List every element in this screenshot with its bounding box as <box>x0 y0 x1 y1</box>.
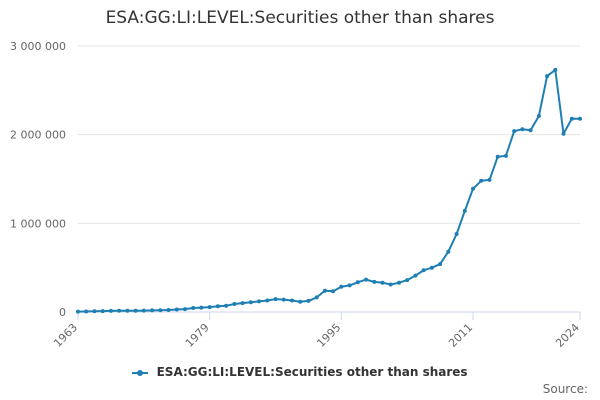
data-point[interactable] <box>314 295 319 300</box>
series-layer <box>76 67 582 314</box>
data-point[interactable] <box>215 304 220 309</box>
source-label: Source: <box>542 382 588 396</box>
data-point[interactable] <box>232 302 237 306</box>
data-point[interactable] <box>421 268 426 273</box>
data-point[interactable] <box>471 186 475 191</box>
data-point[interactable] <box>545 74 550 79</box>
data-point[interactable] <box>438 262 443 267</box>
data-point[interactable] <box>248 300 253 305</box>
data-point[interactable] <box>487 177 492 182</box>
data-point[interactable] <box>388 282 393 287</box>
data-point[interactable] <box>199 305 204 310</box>
x-tick-label: 1995 <box>314 321 343 350</box>
data-point[interactable] <box>462 208 467 213</box>
data-point[interactable] <box>290 298 294 303</box>
x-tick-label: 2011 <box>446 321 475 350</box>
x-tick-labels: 1963 1979 1995 2011 2024 <box>51 321 582 350</box>
data-point[interactable] <box>553 67 558 72</box>
data-point[interactable] <box>183 307 187 312</box>
y-tick-label: 1 000 000 <box>10 217 66 230</box>
x-tick-label: 2024 <box>553 321 582 350</box>
data-point[interactable] <box>117 308 122 313</box>
data-point[interactable] <box>397 280 401 285</box>
data-point[interactable] <box>84 309 89 314</box>
data-point[interactable] <box>100 309 105 314</box>
y-tick-labels: 0 1 000 000 2 000 000 3 000 000 <box>10 40 66 319</box>
data-point[interactable] <box>536 114 541 118</box>
data-point[interactable] <box>125 308 130 313</box>
data-point[interactable] <box>495 154 500 159</box>
y-tick-label: 0 <box>59 306 66 319</box>
data-point[interactable] <box>141 308 146 313</box>
data-point[interactable] <box>578 116 582 121</box>
data-point[interactable] <box>273 297 278 302</box>
data-point[interactable] <box>306 298 311 303</box>
data-point[interactable] <box>158 308 163 313</box>
x-tick-label: 1979 <box>183 321 212 350</box>
data-point[interactable] <box>281 297 286 302</box>
data-point[interactable] <box>92 309 97 314</box>
data-point[interactable] <box>561 131 566 136</box>
data-point[interactable] <box>380 280 385 285</box>
data-point[interactable] <box>479 178 484 183</box>
axes <box>77 311 581 320</box>
data-point[interactable] <box>224 303 229 308</box>
data-point[interactable] <box>76 309 80 314</box>
data-point[interactable] <box>405 278 410 283</box>
data-point[interactable] <box>207 305 212 310</box>
data-point[interactable] <box>364 277 368 282</box>
data-point[interactable] <box>503 153 508 158</box>
data-point[interactable] <box>454 232 459 236</box>
data-point[interactable] <box>512 129 517 134</box>
data-point[interactable] <box>150 308 155 313</box>
data-point[interactable] <box>520 127 525 132</box>
data-point[interactable] <box>347 283 352 288</box>
data-point[interactable] <box>265 298 270 303</box>
y-tick-label: 2 000 000 <box>10 129 66 142</box>
data-point[interactable] <box>355 280 360 285</box>
data-point[interactable] <box>108 308 113 313</box>
data-point[interactable] <box>133 308 138 313</box>
data-point[interactable] <box>257 299 261 304</box>
data-point[interactable] <box>240 301 245 306</box>
data-point[interactable] <box>372 279 377 284</box>
x-tick-label: 1963 <box>51 321 80 350</box>
data-point[interactable] <box>429 265 434 270</box>
legend[interactable]: ESA:GG:LI:LEVEL:Securities other than sh… <box>0 365 600 379</box>
data-point[interactable] <box>331 289 336 294</box>
series-line <box>77 68 580 313</box>
chart-title: ESA:GG:LI:LEVEL:Securities other than sh… <box>105 8 495 28</box>
data-point[interactable] <box>322 288 327 293</box>
data-point[interactable] <box>166 308 171 312</box>
data-point[interactable] <box>298 299 303 304</box>
data-point[interactable] <box>191 306 196 310</box>
data-point[interactable] <box>528 128 533 133</box>
legend-marker-icon <box>132 369 149 376</box>
data-point[interactable] <box>174 307 179 312</box>
data-point[interactable] <box>339 284 344 289</box>
legend-label: ESA:GG:LI:LEVEL:Securities other than sh… <box>156 365 468 379</box>
data-point[interactable] <box>569 116 574 121</box>
y-tick-label: 3 000 000 <box>10 40 66 53</box>
data-point[interactable] <box>446 249 451 254</box>
gridlines <box>78 45 580 224</box>
data-point[interactable] <box>413 273 418 278</box>
